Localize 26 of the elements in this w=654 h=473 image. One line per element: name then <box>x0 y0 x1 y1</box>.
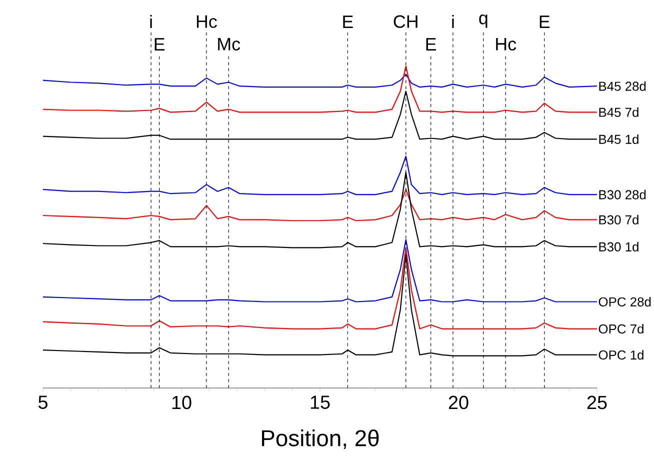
x-tick-label: 15 <box>310 396 330 409</box>
x-tick-label: 5 <box>38 396 48 409</box>
x-tick-label: 10 <box>172 396 192 410</box>
ref-line-label: Mc <box>218 38 240 50</box>
series-label: OPC 28d <box>598 296 651 306</box>
series-label: OPC 1d <box>598 350 644 360</box>
ref-line-label: Hc <box>496 38 516 50</box>
series-label: B45 28d <box>599 81 646 91</box>
series-label: B30 1d <box>599 242 638 252</box>
ref-line-label: E <box>426 38 436 50</box>
ref-line-label: i <box>150 14 152 28</box>
ref-line-label: E <box>540 16 550 28</box>
x-tick-label: 25 <box>587 396 607 410</box>
ref-line-label: q <box>479 14 488 28</box>
x-axis-title: Position, 2θ <box>262 430 379 450</box>
ref-line-label: CH <box>394 15 418 28</box>
ref-line-label: E <box>154 38 165 50</box>
ref-line-label: Hc <box>196 15 217 28</box>
series-label: B45 7d <box>599 107 638 117</box>
series-label: OPC 7d <box>598 324 644 334</box>
series-label: B45 1d <box>599 134 638 144</box>
series-label: B30 7d <box>599 214 638 224</box>
x-tick-label: 20 <box>448 396 468 410</box>
ref-line-label: i <box>452 14 454 28</box>
series-label: B30 28d <box>599 190 646 200</box>
ref-line-label: E <box>343 16 353 28</box>
